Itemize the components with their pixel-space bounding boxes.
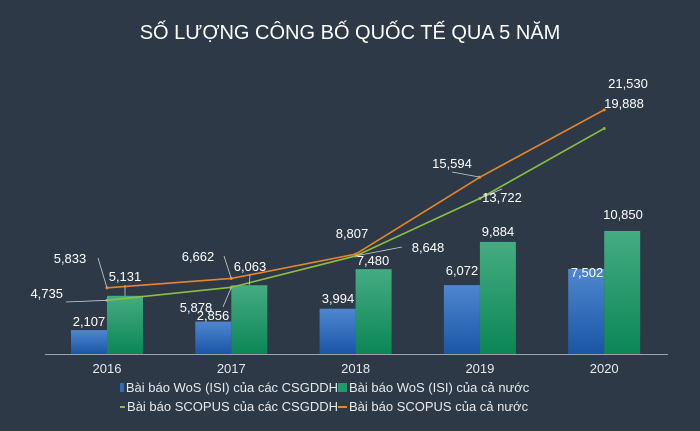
data-label: 8,807 [336,226,369,241]
leader-line [479,188,503,199]
line-point [602,126,606,130]
data-label: 10,850 [603,207,643,222]
legend-swatch [120,405,126,408]
data-label: 5,833 [54,251,87,266]
data-label: 21,530 [608,76,648,91]
leader-line [451,171,480,178]
data-label: 5,878 [180,300,213,315]
legend-item-wos-csgddh: Bài báo WoS (ISI) của các CSGDDH [120,380,338,395]
line-point [354,252,358,256]
data-label: 19,888 [604,96,644,111]
data-label: 13,722 [482,190,522,205]
legend-label: Bài báo WoS (ISI) của cả nước [349,380,530,395]
data-label: 6,072 [446,263,479,278]
legend-label: Bài báo WoS (ISI) của các CSGDDH [125,380,338,395]
leader-line [65,299,108,303]
bar [355,269,392,354]
data-label: 4,735 [30,286,63,301]
data-label: 7,502 [571,265,604,280]
data-label: 2,107 [73,314,106,329]
leader-line [248,274,251,286]
x-tick-label: 2020 [590,361,619,376]
x-tick-label: 2017 [217,361,246,376]
leader-line [355,246,403,257]
legend-swatch [120,383,124,392]
leader-line [222,287,232,308]
chart-title: SỐ LƯỢNG CÔNG BỐ QUỐC TẾ QUA 5 NĂM [139,22,561,44]
legend-item-scopus-ca-nuoc: Bài báo SCOPUS của cả nước [338,399,558,414]
legend-swatch [338,405,347,408]
x-tick-label: 2016 [93,361,122,376]
data-label: 3,994 [322,291,355,306]
data-label: 6,063 [234,259,267,274]
legend: Bài báo WoS (ISI) của các CSGDDH Bài báo… [120,380,558,414]
data-label: 5,131 [109,269,142,284]
legend-label: Bài báo SCOPUS của cả nước [349,399,529,414]
bar [195,321,232,354]
legend-label: Bài báo SCOPUS của các CSGDDH [127,399,338,414]
data-label: 6,662 [182,249,215,264]
bar [604,230,641,354]
x-tick-label: 2019 [465,361,494,376]
bar [479,241,516,354]
bar [319,308,356,354]
leader-line [97,257,108,288]
data-label: 2,856 [197,308,230,323]
data-label: 8,648 [412,240,445,255]
bar [71,330,107,354]
data-label: 9,884 [482,224,515,239]
leader-line [223,255,232,279]
legend-swatch [338,383,347,392]
bar [568,268,605,354]
x-tick-label: 2018 [341,361,370,376]
data-label: 15,594 [432,156,472,171]
data-label: 7,480 [357,253,390,268]
bar [443,285,480,354]
bar [231,285,268,354]
legend-item-scopus-csgddh: Bài báo SCOPUS của các CSGDDH [120,399,338,414]
legend-item-wos-ca-nuoc: Bài báo WoS (ISI) của cả nước [338,380,558,395]
line-point [602,108,606,112]
bar [107,295,143,354]
